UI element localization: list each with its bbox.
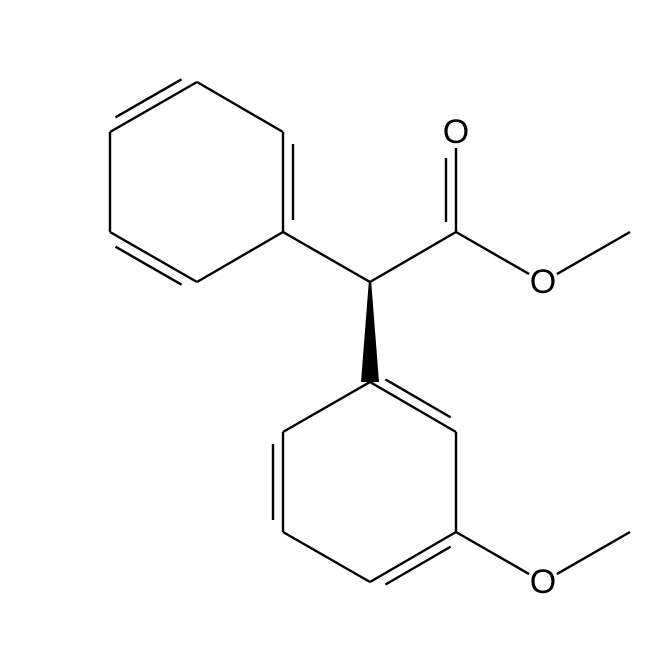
bond bbox=[557, 232, 630, 274]
bond bbox=[115, 247, 181, 285]
bond bbox=[456, 532, 529, 574]
bond bbox=[110, 82, 197, 132]
bond bbox=[370, 232, 456, 282]
bond bbox=[283, 232, 370, 282]
bond bbox=[197, 232, 283, 282]
bond bbox=[557, 532, 630, 574]
bond bbox=[197, 82, 283, 132]
atom-label-o: O bbox=[530, 263, 556, 301]
bond bbox=[370, 382, 456, 432]
atom-label-o: O bbox=[530, 563, 556, 601]
bond bbox=[115, 79, 181, 117]
bond bbox=[283, 382, 370, 432]
molecule-diagram: O O O bbox=[0, 0, 670, 660]
bond bbox=[385, 379, 450, 417]
bond bbox=[110, 232, 197, 282]
wedge-bond bbox=[361, 282, 379, 382]
bond bbox=[283, 532, 370, 582]
bond bbox=[456, 232, 529, 274]
atom-label-o: O bbox=[443, 113, 469, 151]
bond bbox=[385, 547, 450, 585]
bond bbox=[370, 532, 456, 582]
